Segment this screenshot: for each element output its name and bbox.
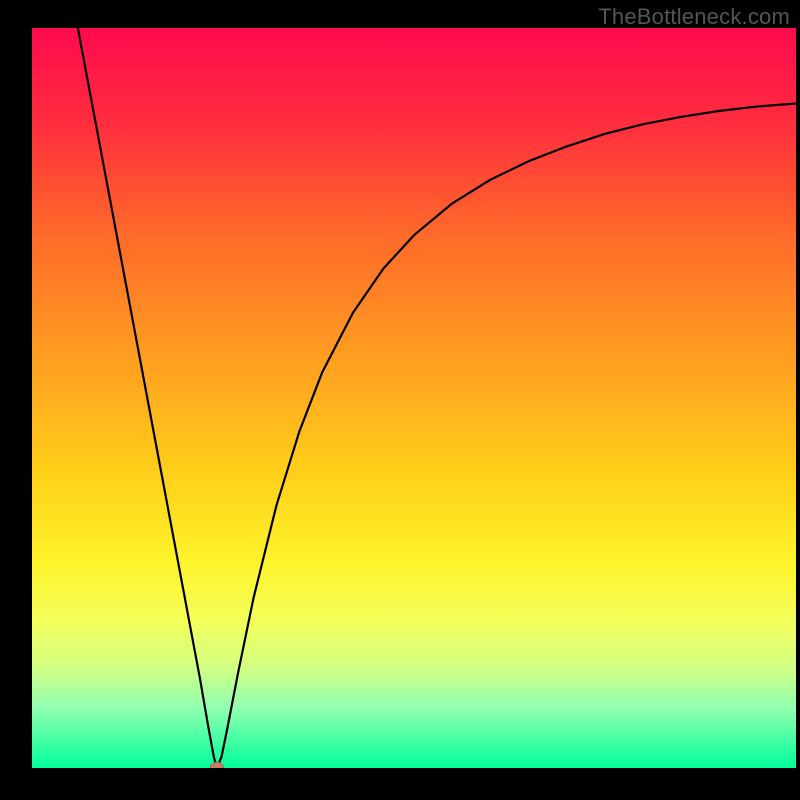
bottleneck-chart: TheBottleneck.com (0, 0, 800, 800)
watermark-text: TheBottleneck.com (598, 4, 790, 30)
chart-svg (0, 0, 800, 800)
